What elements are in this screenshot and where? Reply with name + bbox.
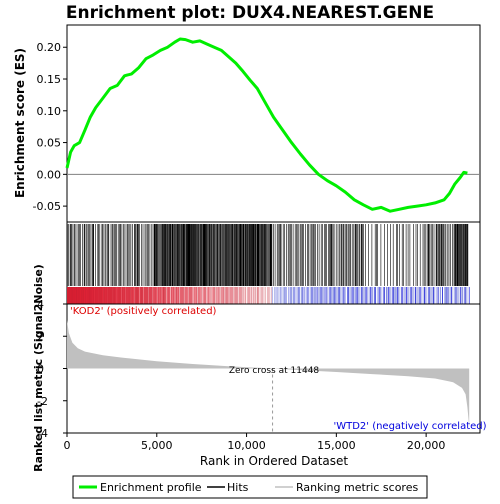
heat-band-cell [288, 287, 292, 304]
heat-band-cell [274, 287, 278, 304]
heat-band-cell [189, 287, 193, 304]
heat-band-cell [415, 287, 417, 304]
heat-band-cell [446, 287, 448, 304]
heat-band-cell [329, 287, 332, 304]
legend-item-ranking: Ranking metric scores [275, 481, 418, 494]
legend-box [72, 475, 428, 499]
heat-band-cell [184, 287, 189, 304]
positive-correlation-label: 'KOD2' (positively correlated) [70, 306, 217, 317]
x-tick-label: 10,000 [227, 439, 266, 452]
heat-band-cell [220, 287, 225, 304]
heat-band-cell [116, 287, 122, 304]
ranking-heat-band [67, 287, 470, 304]
heat-band-cell [175, 287, 180, 304]
heat-band-cell [85, 287, 90, 304]
negative-correlation-label: 'WTD2' (negatively correlated) [333, 421, 486, 432]
heat-band-cell [419, 287, 421, 304]
heat-band-cell [293, 287, 296, 304]
metric-y-tick-label: 2 [37, 330, 44, 343]
heat-band-cell [401, 287, 403, 304]
metric-y-axis-label: Ranked list metric (Signal2Noise) [32, 264, 45, 472]
es-y-tick-label: 0.15 [37, 73, 62, 86]
zero-cross-label: Zero cross at 11448 [229, 366, 320, 376]
heat-band-cell [207, 287, 211, 304]
metric-y-axis: -4 -2 0 2 4 [37, 298, 67, 440]
heat-band-cell [315, 287, 318, 304]
x-axis: 0 5,000 10,000 15,000 20,000 [64, 433, 446, 452]
heat-band-cell [396, 287, 399, 304]
heat-band-cell [261, 287, 265, 304]
legend-item-hits: Hits [207, 481, 249, 494]
heat-band-cell [406, 287, 408, 304]
x-tick-label: 20,000 [407, 439, 446, 452]
heat-band-cell [387, 287, 390, 304]
heat-band-cell [324, 287, 327, 304]
heat-band-cell [170, 287, 175, 304]
legend-item-enrichment: Enrichment profile [79, 481, 202, 494]
heat-band-cell [424, 287, 426, 304]
legend-label-hits: Hits [227, 481, 249, 494]
heat-band-cell [365, 287, 368, 304]
legend-label-enrichment: Enrichment profile [100, 481, 202, 494]
heat-band-cell [243, 287, 247, 304]
heat-band-cell [107, 287, 113, 304]
heat-band-cell [256, 287, 260, 304]
es-y-tick-label: 0.10 [37, 105, 62, 118]
x-axis-label: Rank in Ordered Dataset [200, 454, 348, 468]
legend-label-ranking: Ranking metric scores [296, 481, 418, 494]
heat-band-cell [103, 287, 108, 304]
heat-band-cell [157, 287, 162, 304]
ranking-metric-area [67, 320, 470, 427]
metric-y-tick-label: 0 [37, 363, 44, 376]
heat-band-cell [333, 287, 336, 304]
heat-band-cell [216, 287, 220, 304]
heat-band-cell [464, 287, 466, 304]
es-y-axis: -0.05 0.00 0.05 0.10 0.15 0.20 [33, 41, 67, 213]
metric-y-tick-label: 4 [37, 298, 44, 311]
heat-band-cell [279, 287, 283, 304]
enrichment-profile-line [65, 37, 468, 213]
heat-band-cell [247, 287, 251, 304]
es-y-tick-label: 0.20 [37, 41, 62, 54]
metric-y-tick-label: -2 [37, 395, 48, 408]
chart-title: Enrichment plot: DUX4.NEAREST.GENE [66, 3, 434, 23]
heat-band-cell [94, 287, 99, 304]
x-tick-label: 0 [64, 439, 71, 452]
heat-band-cell [342, 287, 345, 304]
heat-band-cell [383, 287, 385, 304]
heat-band-cell [320, 287, 323, 304]
heat-band-cell [125, 287, 131, 304]
heat-band-cell [460, 287, 461, 304]
heat-band-cell [469, 287, 470, 304]
es-y-tick-label: 0.00 [37, 168, 62, 181]
hits-barcode [67, 224, 469, 286]
es-y-axis-label: Enrichment score (ES) [13, 48, 27, 198]
heat-band-cell [378, 287, 381, 304]
heat-band-cell [451, 287, 452, 304]
heat-band-cell [270, 287, 274, 304]
x-tick-label: 5,000 [141, 439, 173, 452]
metric-y-tick-label: -4 [37, 427, 48, 440]
heat-band-cell [121, 287, 126, 304]
es-y-tick-label: 0.05 [37, 137, 62, 150]
heat-band-cell [302, 287, 305, 304]
heat-band-cell [351, 287, 354, 304]
x-tick-label: 15,000 [317, 439, 356, 452]
es-y-tick-label: -0.05 [33, 200, 61, 213]
heat-band-cell [152, 287, 157, 304]
heat-band-cell [193, 287, 198, 304]
